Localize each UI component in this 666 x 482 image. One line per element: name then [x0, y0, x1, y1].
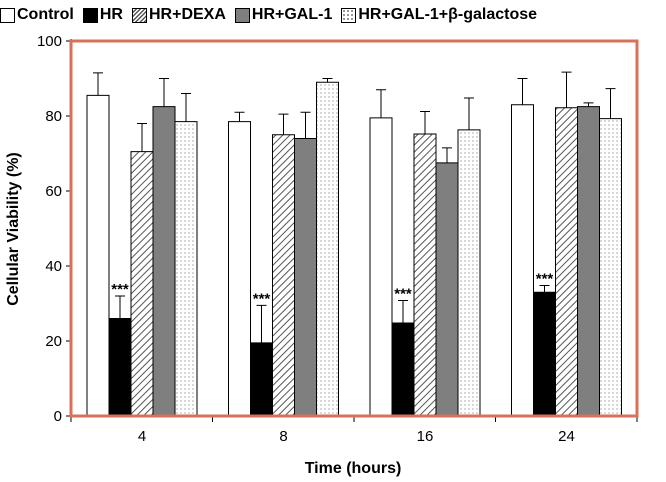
y-tick-label: 60 [45, 183, 62, 200]
legend-swatch-hr-dexa [131, 7, 147, 23]
bar [250, 342, 273, 417]
y-tick-label: 80 [45, 108, 62, 125]
legend-swatch-hr [82, 7, 98, 23]
bar [555, 107, 578, 417]
y-tick-label: 0 [54, 408, 62, 425]
significance-label: *** [253, 290, 271, 307]
legend-label-hr-gal1-bgal: HR+GAL-1+β-galactose [358, 6, 538, 23]
bar [294, 138, 317, 417]
significance-label: *** [536, 271, 554, 288]
legend-label-hr-dexa: HR+DEXA [148, 6, 226, 23]
significance-label: *** [111, 281, 129, 298]
legend-swatch-hr-gal1 [234, 7, 250, 23]
legend-swatch-hr-gal1-bgal [341, 7, 357, 23]
bar [413, 133, 437, 417]
legend-item-hr-dexa: HR+DEXA [131, 6, 226, 24]
y-tick-label: 100 [37, 33, 62, 50]
plot-frame [69, 39, 639, 418]
bar [457, 129, 481, 417]
bar [599, 118, 622, 417]
y-axis-title: Cellular Viability (%) [5, 152, 22, 306]
bar [228, 121, 251, 417]
significance-label: *** [394, 286, 412, 303]
legend: Control HR HR+DEXA HR+GAL-1 HR+GAL-1+β-g… [0, 0, 546, 30]
legend-item-control: Control [0, 6, 74, 24]
legend-label-control: Control [17, 6, 74, 23]
bar [369, 117, 393, 417]
x-axis-title: Time (hours) [305, 460, 402, 477]
x-tick-label: 16 [417, 428, 434, 445]
bar [577, 106, 600, 417]
x-tick-label: 24 [558, 428, 575, 445]
bar [533, 291, 556, 417]
bar [272, 134, 295, 417]
legend-item-hr: HR [82, 6, 123, 24]
legend-item-hr-gal1: HR+GAL-1 [234, 6, 333, 24]
x-tick-label: 4 [138, 428, 146, 445]
legend-label-hr-gal1: HR+GAL-1 [251, 6, 333, 23]
legend-item-hr-gal1-bgal: HR+GAL-1+β-galactose [341, 6, 537, 24]
bar [130, 151, 154, 417]
legend-swatch-control [0, 7, 15, 23]
bar [435, 162, 459, 417]
bar [316, 81, 339, 417]
x-tick-label: 8 [279, 428, 287, 445]
bar [86, 94, 110, 417]
y-tick-label: 40 [45, 258, 62, 275]
bar [174, 121, 198, 417]
y-tick-label: 20 [45, 333, 62, 350]
legend-label-hr: HR [99, 6, 123, 23]
bar [152, 106, 176, 417]
bar [511, 104, 534, 417]
bar [391, 322, 415, 417]
bar [108, 318, 132, 417]
